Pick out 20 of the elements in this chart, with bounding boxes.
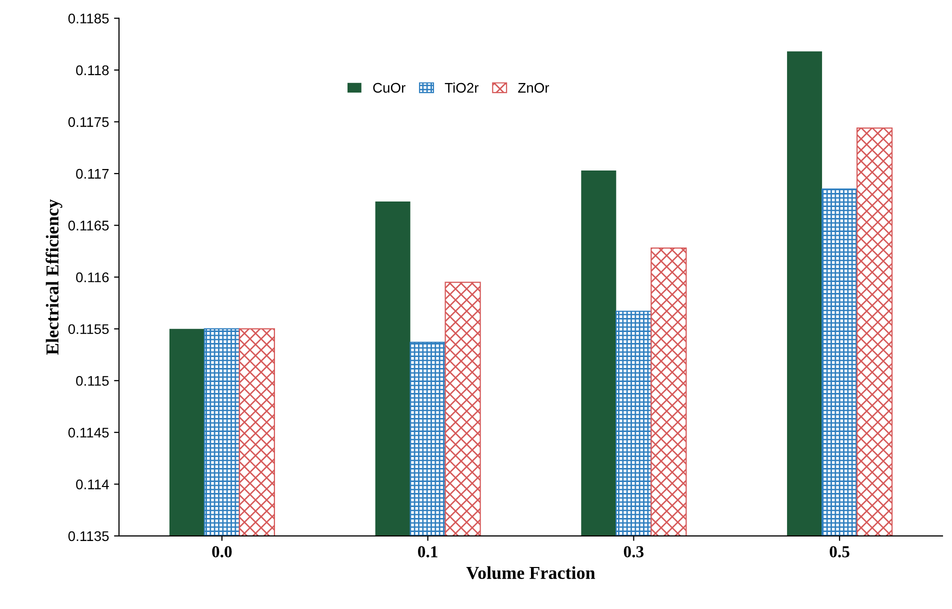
y-tick-label: 0.117 [76, 168, 109, 179]
legend-label: TiO2r [444, 82, 479, 93]
y-tick-label: 0.1135 [68, 531, 109, 542]
x-tick-label: 0.5 [830, 546, 850, 558]
x-tick-label: 0.1 [418, 546, 438, 558]
y-tick-label: 0.118 [76, 65, 109, 76]
legend-label: ZnOr [518, 82, 550, 93]
x-tick-label: 0.0 [212, 546, 232, 558]
y-tick-label: 0.1155 [68, 324, 109, 334]
y-tick-label: 0.115 [76, 376, 109, 386]
y-tick-label: 0.114 [76, 479, 109, 490]
x-tick-label: 0.3 [624, 546, 644, 558]
y-tick-label: 0.1175 [68, 117, 109, 127]
y-tick-label: 0.1145 [68, 428, 109, 438]
legend-label: CuOr [373, 82, 406, 93]
y-tick-label: 0.1185 [68, 14, 109, 24]
x-axis-title: Volume Fraction [466, 566, 596, 580]
y-tick-label: 0.116 [76, 272, 109, 282]
y-axis-title: Electrical Efficiency [46, 199, 62, 355]
y-tick-label: 0.1165 [68, 220, 109, 230]
